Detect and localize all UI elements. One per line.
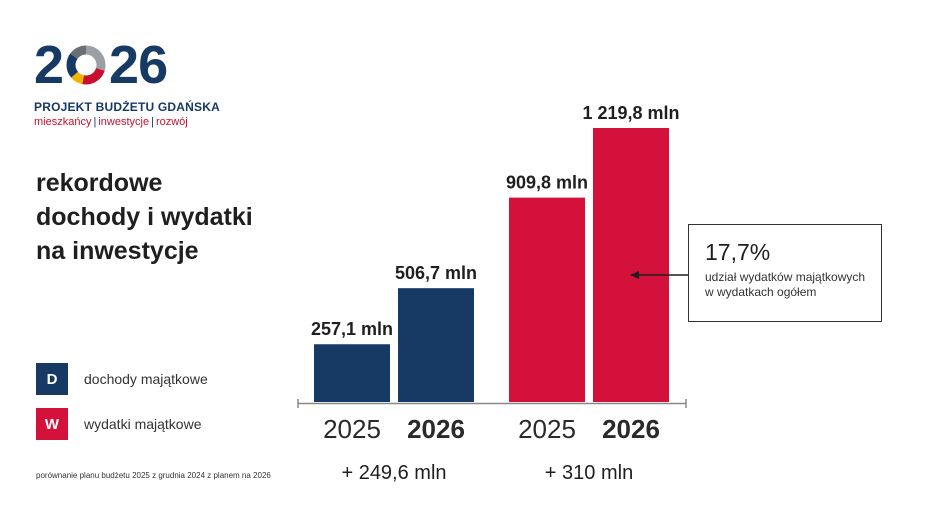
bar-dochody-2025 [314, 344, 390, 402]
legend-swatch-w: W [36, 408, 68, 440]
callout-line: w wydatkach ogółem [705, 285, 817, 299]
legend-label: wydatki majątkowe [84, 416, 202, 432]
logo: 2 26 PROJEKT BUDŻETU GDAŃSKA mieszkańcy |… [34, 38, 234, 128]
logo-digits-26: 26 [109, 35, 168, 95]
headline-line: na inwestycje [36, 237, 199, 265]
x-tick-label: 2026 [602, 414, 660, 444]
bar-wydatki-2026 [593, 128, 669, 402]
logo-tags: mieszkańcy | inwestycje | rozwój [34, 116, 188, 128]
logo-year: 2 26 [34, 38, 234, 92]
x-tick-label: 2026 [407, 414, 465, 444]
headline: rekordowe dochody i wydatki na inwestycj… [36, 166, 253, 268]
x-tick-label: 2025 [518, 414, 576, 444]
bar-dochody-2026 [398, 288, 474, 402]
logo-tag: inwestycje [98, 116, 150, 128]
data-label: 909,8 mln [506, 173, 588, 193]
data-label: 257,1 mln [311, 319, 393, 339]
callout-arrow-head [630, 271, 639, 279]
callout-percent: 17,7% [705, 239, 771, 265]
data-label: 506,7 mln [395, 263, 477, 283]
legend-label: dochody majątkowe [84, 371, 208, 387]
headline-line: dochody i wydatki [36, 203, 253, 231]
callout-text: udział wydatków majątkowych w wydatkach … [705, 270, 881, 300]
headline-line: rekordowe [36, 169, 163, 197]
callout-box: 17,7% udział wydatków majątkowych w wyda… [688, 224, 882, 322]
logo-tag: rozwój [155, 116, 188, 128]
bar-wydatki-2025 [509, 197, 585, 402]
legend-item-income: D dochody majątkowe [36, 363, 208, 395]
footnote: porównanie planu budżetu 2025 z grudnia … [36, 471, 271, 480]
x-tick-label: 2025 [323, 414, 381, 444]
logo-digit-2: 2 [34, 35, 64, 95]
difference-label: + 310 mln [545, 462, 633, 484]
difference-label: + 249,6 mln [341, 462, 446, 484]
logo-subtitle: PROJEKT BUDŻETU GDAŃSKA [34, 100, 220, 114]
logo-ring-icon [66, 45, 106, 85]
data-label: 1 219,8 mln [582, 103, 679, 123]
legend-item-expense: W wydatki majątkowe [36, 408, 202, 440]
legend-swatch-d: D [36, 363, 68, 395]
callout-line: udział wydatków majątkowych [705, 270, 866, 284]
logo-tag: mieszkańcy [34, 116, 92, 128]
